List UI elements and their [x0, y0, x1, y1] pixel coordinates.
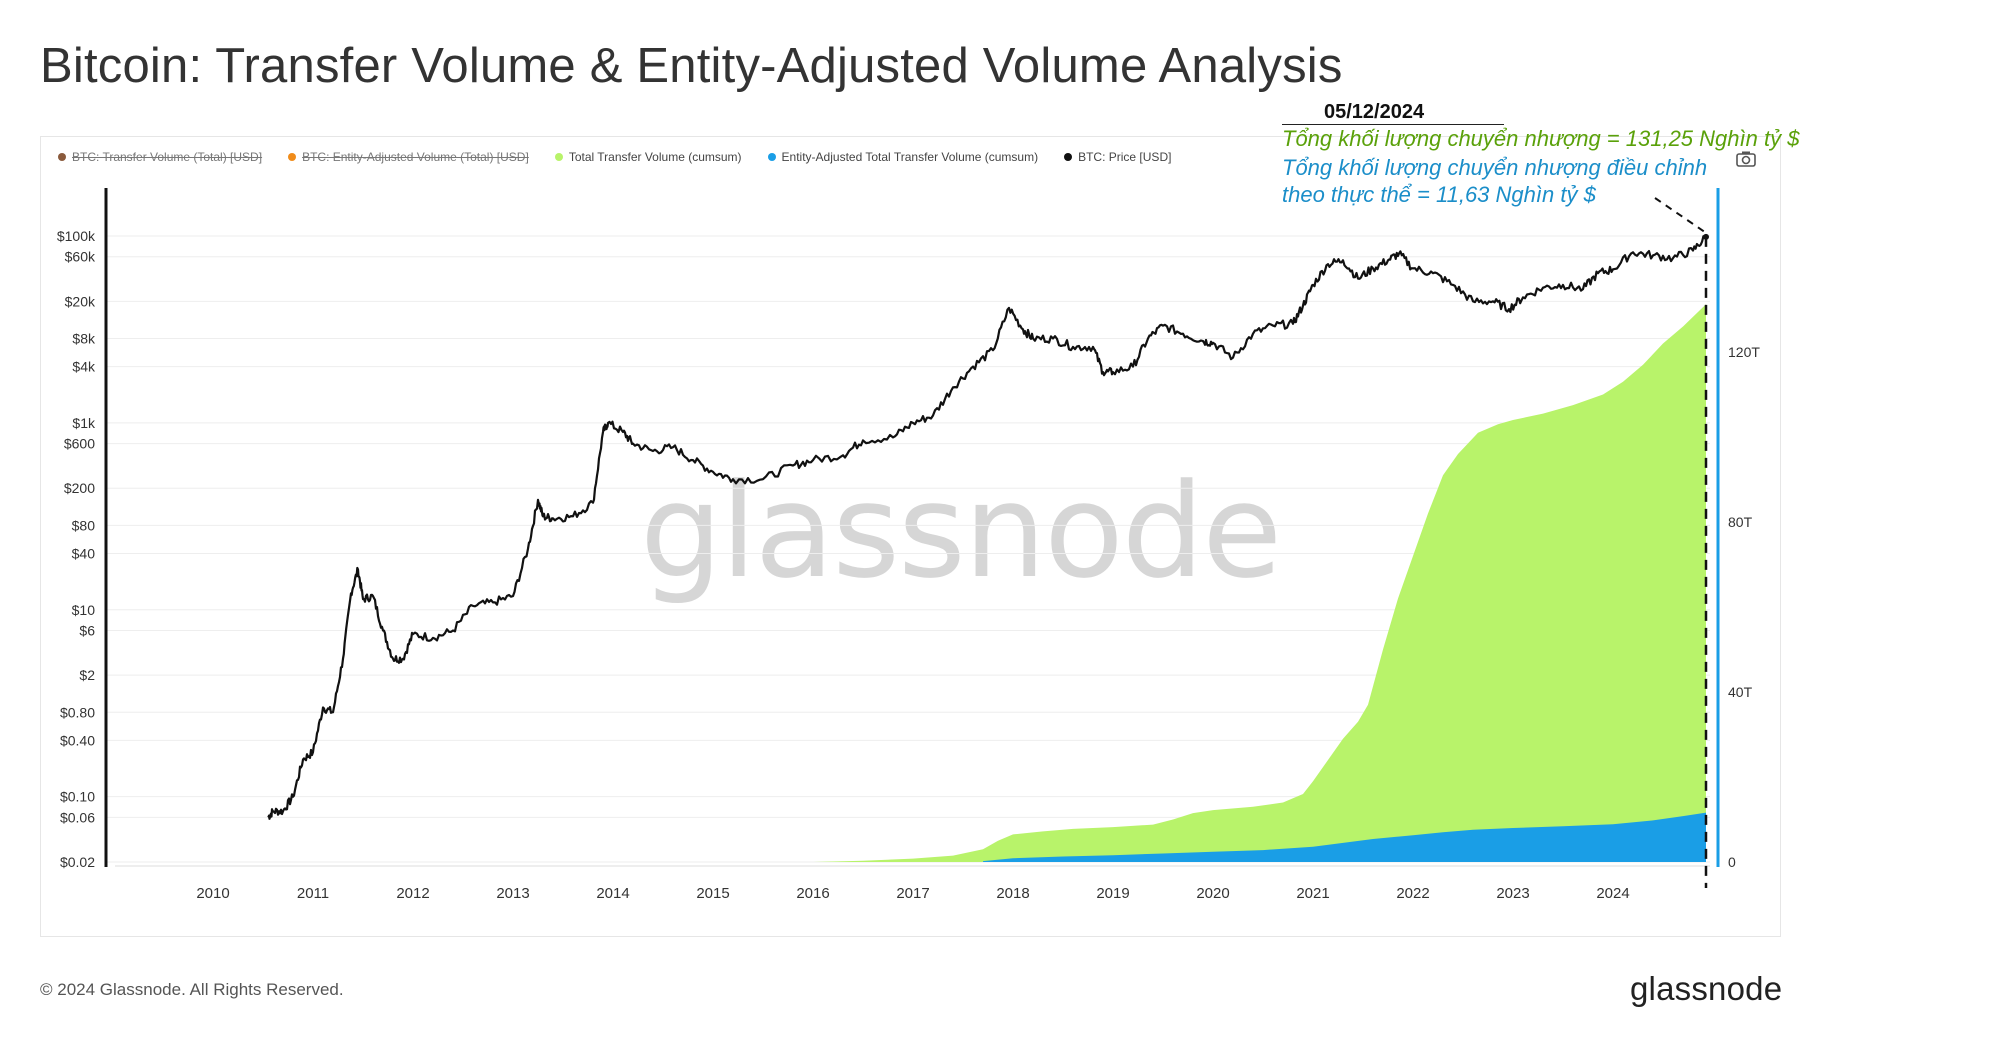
legend-label: Entity-Adjusted Total Transfer Volume (c…	[781, 150, 1039, 164]
left-tick-label: $20k	[65, 293, 96, 309]
annotation-lines	[1654, 197, 1709, 888]
left-tick-label: $40	[72, 546, 96, 562]
chart-panel	[40, 136, 1781, 937]
left-tick-label: $1k	[72, 415, 96, 431]
area-series	[813, 304, 1706, 862]
line-btc-price	[267, 235, 1707, 820]
legend-label: BTC: Entity-Adjusted Volume (Total) [USD…	[302, 150, 529, 164]
x-tick-label: 2013	[496, 885, 529, 902]
left-tick-label: $8k	[72, 331, 96, 347]
right-tick-label: 80T	[1728, 514, 1753, 530]
x-tick-label: 2024	[1596, 885, 1629, 902]
annotation-date: 05/12/2024	[1324, 101, 1425, 123]
left-tick-label: $0.10	[60, 789, 95, 805]
footer-logo: glassnode	[1630, 970, 1783, 1007]
x-tick-label: 2015	[696, 885, 729, 902]
area-total-transfer-volume	[813, 304, 1706, 862]
legend-item-transfer-volume-total[interactable]: BTC: Transfer Volume (Total) [USD]	[58, 150, 262, 164]
page-title: Bitcoin: Transfer Volume & Entity-Adjust…	[40, 39, 1343, 93]
left-tick-label: $0.80	[60, 704, 95, 720]
x-tick-label: 2017	[896, 885, 929, 902]
right-tick-label: 120T	[1728, 344, 1760, 360]
legend-dot-icon	[767, 153, 776, 161]
x-tick-label: 2016	[796, 885, 829, 902]
legend-dot-icon	[288, 153, 297, 161]
legend-item-entity-adjusted-cumsum[interactable]: Entity-Adjusted Total Transfer Volume (c…	[767, 150, 1039, 164]
left-tick-label: $60k	[65, 249, 96, 265]
x-tick-label: 2010	[196, 885, 229, 902]
legend-label: BTC: Price [USD]	[1078, 150, 1172, 164]
legend-label: BTC: Transfer Volume (Total) [USD]	[72, 150, 263, 164]
legend-dot-icon	[58, 153, 66, 161]
legend-dot-icon	[554, 153, 563, 161]
price-series	[267, 235, 1707, 820]
chart-legend: BTC: Transfer Volume (Total) [USD] BTC: …	[58, 150, 1171, 164]
legend-item-btc-price[interactable]: BTC: Price [USD]	[1064, 150, 1171, 164]
legend-item-total-transfer-cumsum[interactable]: Total Transfer Volume (cumsum)	[554, 150, 742, 164]
camera-icon[interactable]	[1736, 150, 1756, 168]
tick-labels: $0.02 $0.06 $0.10 $0.40 $0.80 $2 $6 $10 $40 $80 $2…	[57, 228, 1761, 902]
left-tick-label: $80	[72, 517, 96, 533]
footer-copyright: © 2024 Glassnode. All Rights Reserved.	[40, 980, 344, 999]
left-tick-label: $0.40	[60, 732, 95, 748]
left-tick-label: $6	[79, 623, 95, 639]
legend-label: Total Transfer Volume (cumsum)	[568, 150, 742, 164]
left-tick-label: $200	[64, 480, 95, 496]
x-tick-label: 2019	[1096, 885, 1129, 902]
left-tick-label: $100k	[57, 228, 96, 244]
left-tick-label: $4k	[72, 359, 96, 375]
x-tick-label: 2018	[996, 885, 1029, 902]
axes	[104, 188, 1720, 867]
annotation-adjusted-volume: Tổng khối lượng chuyển nhượng điều chỉnh…	[1282, 155, 1708, 207]
x-tick-label: 2023	[1496, 885, 1529, 902]
annotation-end-point	[1703, 233, 1709, 240]
legend-item-entity-adjusted-volume-total[interactable]: BTC: Entity-Adjusted Volume (Total) [USD…	[288, 150, 529, 164]
right-tick-label: 0	[1728, 854, 1736, 870]
left-tick-label: $0.06	[60, 809, 95, 825]
right-tick-label: 40T	[1728, 684, 1753, 700]
x-tick-label: 2021	[1296, 885, 1329, 902]
x-tick-label: 2022	[1396, 885, 1429, 902]
x-tick-label: 2011	[297, 885, 329, 902]
annotation-total-volume: Tổng khối lượng chuyển nhượng = 131,25 N…	[1282, 126, 1800, 151]
x-tick-label: 2014	[596, 885, 629, 902]
x-tick-label: 2012	[396, 885, 429, 902]
annotation-leader-line	[1654, 197, 1707, 234]
left-tick-label: $2	[79, 667, 95, 683]
left-tick-label: $600	[64, 436, 95, 452]
area-entity-adjusted-volume	[983, 812, 1706, 862]
legend-dot-icon	[1064, 153, 1073, 161]
left-tick-label: $0.02	[60, 854, 95, 870]
x-tick-label: 2020	[1196, 885, 1229, 902]
left-tick-label: $10	[72, 602, 96, 618]
annotation-underline	[1282, 124, 1504, 125]
